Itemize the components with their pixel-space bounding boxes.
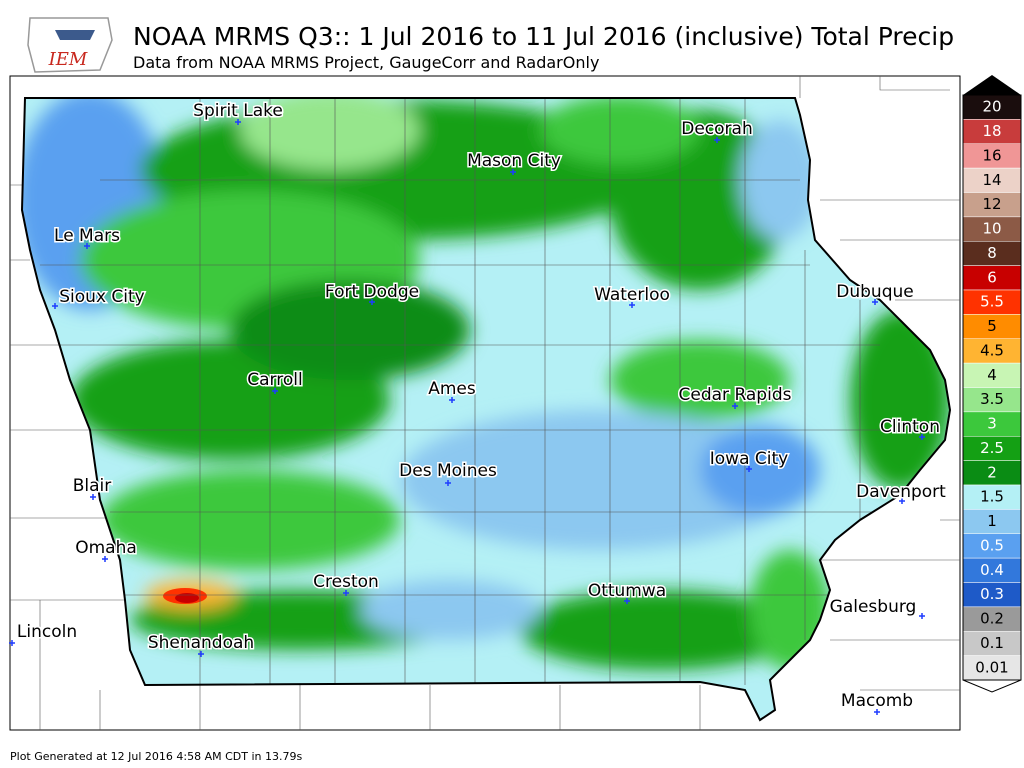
city-label: Le Mars [54, 226, 120, 246]
title: NOAA MRMS Q3:: 1 Jul 2016 to 11 Jul 2016… [133, 22, 954, 51]
city-label: Cedar Rapids [679, 385, 792, 405]
legend-label: 5.5 [980, 293, 1004, 311]
city-label: Spirit Lake [193, 101, 283, 121]
city-marker [899, 498, 905, 504]
legend-swatch [962, 314, 1022, 339]
city-marker [746, 466, 752, 472]
city-label: Creston [313, 572, 379, 592]
legend-label: 6 [987, 268, 997, 286]
legend-label: 4.5 [980, 341, 1004, 359]
city-marker [235, 119, 241, 125]
city-label: Ottumwa [588, 581, 666, 601]
legend-swatch [962, 216, 1022, 242]
legend-label: 4 [987, 366, 997, 384]
city-marker [510, 169, 516, 175]
legend-swatch [962, 167, 1022, 193]
legend-swatch [962, 94, 1022, 120]
legend-label: 0.01 [975, 658, 1008, 676]
precip-field [22, 98, 950, 720]
legend-label: 2 [987, 463, 997, 481]
legend-label: 12 [982, 195, 1001, 213]
legend-label: 20 [982, 98, 1001, 116]
city-marker [919, 613, 925, 619]
legend-label: 8 [987, 244, 997, 262]
neighbor-counties [10, 76, 960, 730]
legend-label: 3.5 [980, 390, 1004, 408]
city-marker [624, 598, 630, 604]
city-marker [714, 137, 720, 143]
legend-label: 0.3 [980, 585, 1004, 603]
legend-label: 1.5 [980, 488, 1004, 506]
city-marker [449, 397, 455, 403]
city-label: Sioux City [59, 287, 144, 307]
legend-label: 14 [982, 171, 1001, 189]
city-marker [629, 302, 635, 308]
city-marker [198, 651, 204, 657]
city-marker [102, 556, 108, 562]
city-label: Waterloo [594, 285, 670, 305]
legend-label: 1 [987, 512, 997, 530]
city-marker [9, 640, 15, 646]
legend-swatch [962, 631, 1022, 656]
city-marker [874, 709, 880, 715]
legend-label: 18 [982, 122, 1001, 140]
city-label: Ames [428, 379, 476, 399]
legend-swatch [962, 362, 1022, 388]
logo-text: IEM [48, 49, 88, 70]
legend-label: 0.2 [980, 610, 1004, 628]
city-marker [369, 299, 375, 305]
subtitle: Data from NOAA MRMS Project, GaugeCorr a… [133, 53, 599, 72]
city-label: Dubuque [836, 282, 913, 302]
city-label: Mason City [467, 151, 561, 171]
city-label: Des Moines [399, 461, 497, 481]
city-label: Carroll [247, 370, 302, 390]
legend-label: 16 [982, 146, 1001, 164]
legend-label: 0.4 [980, 561, 1004, 579]
city-label: Omaha [75, 538, 137, 558]
city-label: Shenandoah [148, 633, 254, 653]
legend-swatch [962, 606, 1022, 632]
city-marker [919, 434, 925, 440]
city-marker [445, 480, 451, 486]
city-marker [872, 299, 878, 305]
legend-swatch [962, 192, 1022, 218]
city-label: Clinton [880, 417, 940, 437]
legend-label: 3 [987, 415, 997, 433]
legend-label: 0.5 [980, 536, 1004, 554]
city-label: Fort Dodge [325, 282, 419, 302]
legend-label: 10 [982, 220, 1001, 238]
city-marker [272, 388, 278, 394]
city-label: Decorah [681, 119, 752, 139]
legend-label: 0.1 [980, 634, 1004, 652]
legend-label: 5 [987, 317, 997, 335]
city-label: Blair [73, 476, 112, 496]
legend-swatch [962, 460, 1022, 486]
city-label: Galesburg [830, 597, 917, 617]
city-marker [343, 590, 349, 596]
legend-swatch [962, 436, 1022, 461]
city-layer: Spirit Lake Decorah Mason City Le Mars Sioux… [9, 100, 948, 715]
city-label: Macomb [841, 691, 913, 711]
legend-label: 2.5 [980, 439, 1004, 457]
city-marker [732, 403, 738, 409]
legend-swatch [962, 582, 1022, 608]
city-label: Davenport [856, 482, 946, 502]
city-label: Lincoln [17, 622, 77, 642]
legend-frame [962, 94, 1022, 681]
logo: IEM [27, 17, 113, 73]
city-marker [52, 303, 58, 309]
legend-swatch [962, 484, 1022, 510]
legend-swatch [962, 655, 1022, 681]
city-marker [84, 243, 90, 249]
city-label: Iowa City [710, 449, 788, 469]
legend-swatch [962, 533, 1022, 559]
footer: Plot Generated at 12 Jul 2016 4:58 AM CD… [10, 750, 302, 763]
legend: 20 18 16 14 12 10 8 6 5.5 5 4.5 4 3.5 3 2.5 2 1.5 1 0.5 0.4… [962, 75, 1022, 693]
city-marker [90, 494, 96, 500]
